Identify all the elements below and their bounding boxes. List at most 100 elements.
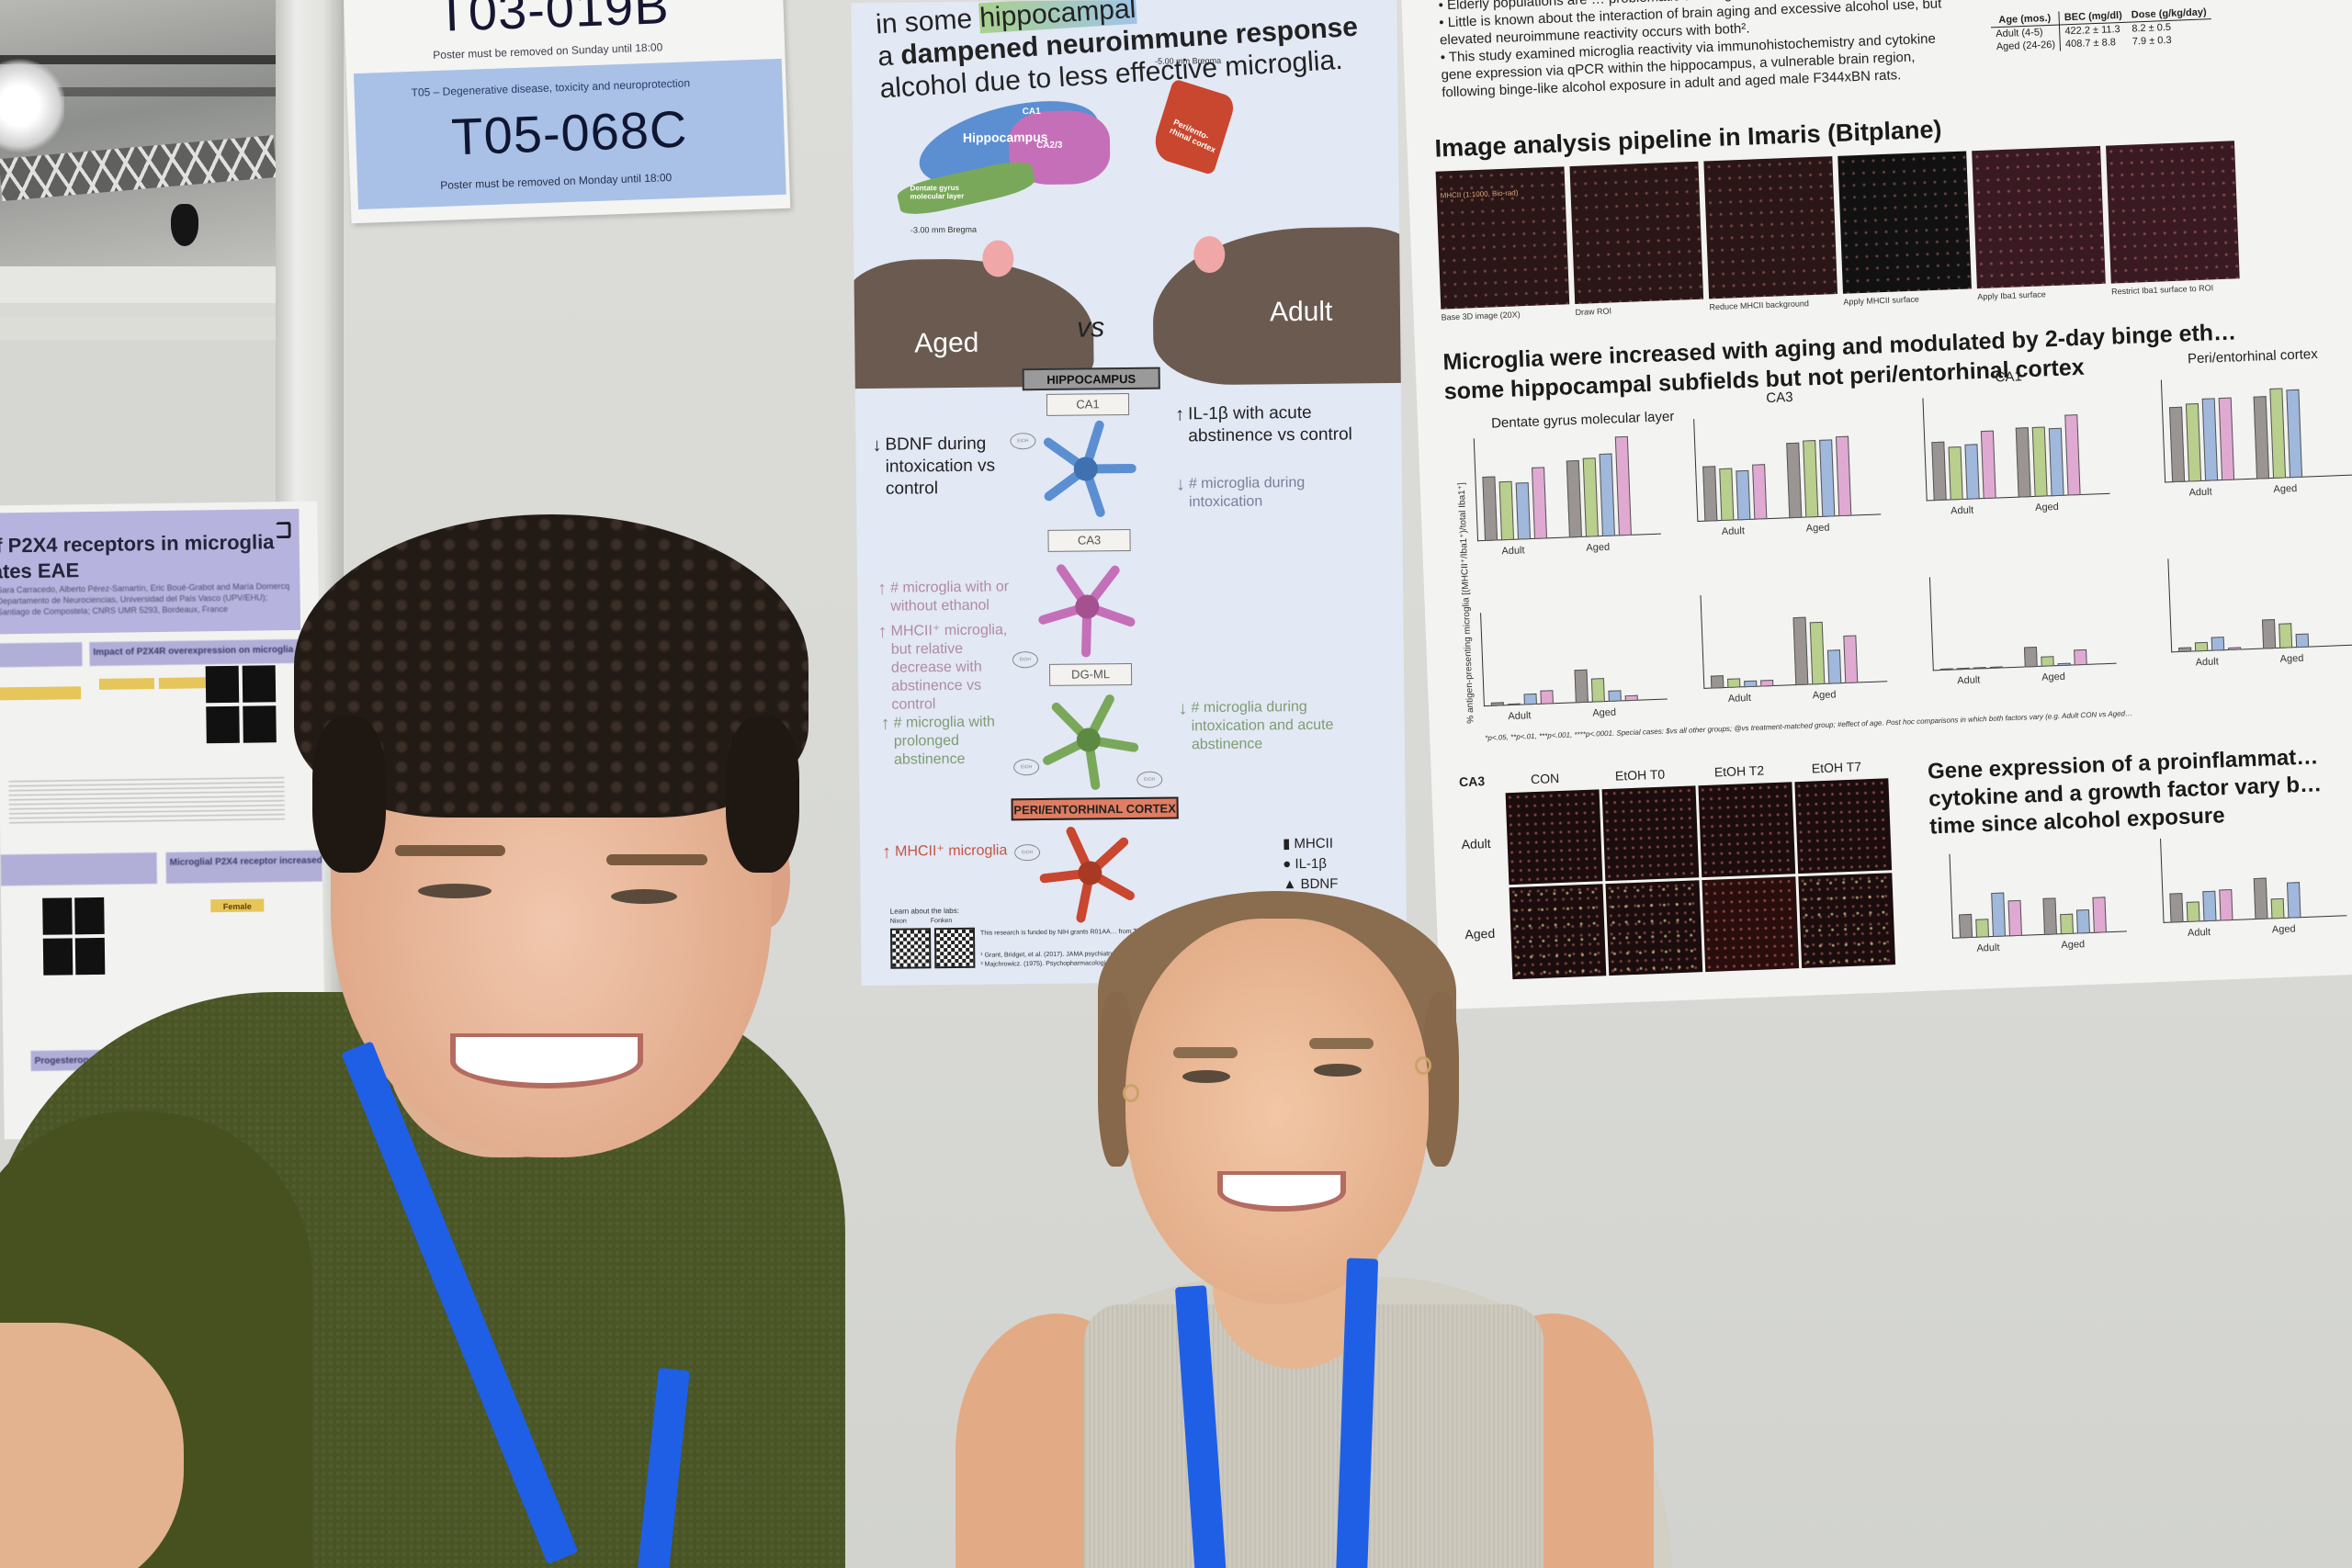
earring-icon (1123, 1084, 1139, 1102)
eye (418, 884, 492, 898)
ceiling (0, 0, 277, 294)
poster-id-band: T05 – Degenerative disease, toxicity and… (353, 58, 786, 209)
bdnf-expression-chart: Adult Aged (2160, 831, 2347, 940)
microscopy-panel (74, 937, 106, 976)
session-topic: T05 – Degenerative disease, toxicity and… (411, 76, 691, 99)
down-arrow-icon: ↓ (1175, 474, 1186, 495)
removal-note: Poster must be removed on Monday until 1… (439, 171, 673, 192)
section-header: Microglial P2X4 receptor increased expre… (165, 850, 322, 884)
pipeline-image (1972, 145, 2106, 289)
figure-tag (98, 678, 155, 690)
peri-mhcii-finding: ↑ MHCII⁺ microglia (881, 841, 1008, 863)
dgml-box: DG-ML (1048, 662, 1133, 686)
up-arrow-icon: ↑ (881, 841, 892, 863)
graphical-abstract-poster: in some hippocampal a dampened neuroimmu… (851, 0, 1408, 987)
ca3-microglia-finding: ↑ # microglia with or without ethanol (876, 578, 1010, 615)
microscopy-panel (74, 897, 105, 935)
ca1-microglia-finding: ↓ # microglia during intoxication (1175, 474, 1306, 511)
introduction-bullets: • Elderly populations are … problematic … (1438, 0, 1942, 101)
dg-cell-count-chart: Dentate gyrus molecular layer Adult Aged (1473, 409, 1675, 558)
down-arrow-icon: ↓ (872, 434, 882, 456)
up-arrow-icon: ↑ (876, 578, 888, 599)
ca1-box: CA1 (1046, 392, 1130, 416)
bec-dose-table: Age (mos.) BEC (mg/dl) Dose (g/kg/day) Adu… (1990, 6, 2212, 54)
section-header (0, 642, 83, 668)
ca3-mhcii-finding: ↑ MHCII⁺ microglia, but relative decrease… (877, 621, 1008, 713)
woman-face (1125, 919, 1429, 1304)
left-poster-header: of P2X4 receptors in microglia rates EAE… (0, 508, 301, 635)
dg-prolonged-finding: ↑ # microglia with prolonged abstinence (880, 713, 995, 768)
eye (1314, 1064, 1362, 1077)
peri-mhcii-chart: Adult Aged (2167, 551, 2352, 669)
left-poster-title: of P2X4 receptors in microglia rates EAE (0, 530, 275, 583)
poster-code: T05-068C (450, 99, 689, 166)
mhcii-receptor-icon: ▮ (1282, 836, 1291, 852)
pipeline-image (2106, 141, 2240, 284)
poster-headline: in some hippocampal a dampened neuroimmu… (875, 0, 1394, 105)
earring-icon (1415, 1056, 1431, 1075)
vs-label: vs (1076, 312, 1105, 344)
left-poster-authors: Sara Carracedo, Alberto Pérez-Samartín, … (0, 581, 290, 617)
symbol-legend: ▮ MHCII ● IL-1β ▲ BDNF (1283, 834, 1339, 896)
il1b-finding: ↑ IL-1β with acute abstinence vs control (1175, 402, 1352, 446)
il1b-expression-chart: Adult Aged (1949, 848, 2128, 955)
legend-item-il1b: ● IL-1β (1283, 855, 1328, 873)
spotlight-icon (171, 204, 198, 246)
ceiling-beam (0, 55, 276, 64)
section-header (0, 852, 157, 886)
il1b-dot-icon: ● (1283, 856, 1292, 873)
smile (1217, 1171, 1346, 1212)
nixon-lab-qr-code[interactable] (889, 928, 932, 969)
bdnf-triangle-icon: ▲ (1283, 876, 1297, 893)
ca3-microglia-icon (1036, 556, 1138, 658)
dg-decrease-finding: ↓ # microglia during intoxication and acu… (1178, 698, 1334, 753)
microscopy-panel (42, 938, 74, 976)
figure-tag (0, 686, 82, 701)
peri-cell-count-chart: Peri/entorhinal cortex Adult Aged (2160, 346, 2352, 499)
peri-entorhinal-box: PERI/ENTORHINAL CORTEX (1011, 796, 1179, 821)
removal-note: Poster must be removed on Sunday until 1… (433, 40, 663, 62)
rat-ear (1193, 235, 1226, 274)
university-logo-icon (276, 521, 291, 539)
up-arrow-icon: ↑ (877, 621, 888, 642)
microscopy-panel (242, 665, 277, 703)
dg-mhcii-chart: Adult Aged (1480, 606, 1668, 724)
hippocampus-box: HIPPOCAMPUS (1022, 367, 1160, 391)
microscopy-panel (206, 705, 240, 744)
ca3-box: CA3 (1047, 528, 1131, 552)
booth-panel-edge (0, 266, 285, 303)
results-poster: • Elderly populations are … problematic … (1401, 0, 2352, 1010)
pipeline-image (1838, 151, 1972, 294)
figure-tag: Female (210, 898, 265, 913)
ca1-cell-count-chart: CA1 Adult Aged (1922, 368, 2110, 518)
body-text (8, 777, 286, 828)
ihc-image-grid: CA3 CON EtOH T0 EtOH T2 EtOH T7 Adult Ag… (1459, 759, 1896, 995)
microscopy-panel (205, 665, 240, 704)
pipeline-image (1569, 161, 1704, 304)
ceiling-beam (0, 87, 276, 96)
fonken-lab-qr-code[interactable] (933, 927, 976, 969)
microscopy-panel (42, 897, 73, 935)
pipeline-image (1703, 156, 1838, 299)
ca1-microglia-icon (1035, 418, 1136, 520)
section-header: Impact of P2X4R overexpression on microg… (89, 638, 311, 667)
pipeline-image: MHCII (1:1000, Bio-rad) (1435, 166, 1570, 310)
previous-poster-code: T03-019B (435, 0, 671, 42)
peri-microglia-icon (1039, 822, 1141, 924)
ca3-cell-count-chart: CA3 Adult Aged (1693, 389, 1882, 538)
ceiling-light-icon (0, 55, 64, 156)
smile (450, 1033, 643, 1089)
ca1-mhcii-chart: Adult Aged (1928, 570, 2117, 688)
ca3-mhcii-chart: Adult Aged (1700, 588, 1888, 705)
poster-board-sign: T03-019B Poster must be removed on Sunda… (343, 0, 791, 224)
eye (1182, 1070, 1230, 1083)
up-arrow-icon: ↑ (880, 713, 890, 734)
aged-label: Aged (914, 327, 979, 359)
microscopy-panel (243, 705, 277, 743)
up-arrow-icon: ↑ (1175, 404, 1185, 425)
bdnf-finding: ↓ BDNF during intoxication vs control (872, 434, 996, 499)
down-arrow-icon: ↓ (1178, 698, 1188, 719)
rat-ear (982, 240, 1014, 277)
legend-item-mhcii: ▮ MHCII (1282, 835, 1334, 852)
ethanol-molecule-icon: EtOH (1136, 771, 1163, 788)
